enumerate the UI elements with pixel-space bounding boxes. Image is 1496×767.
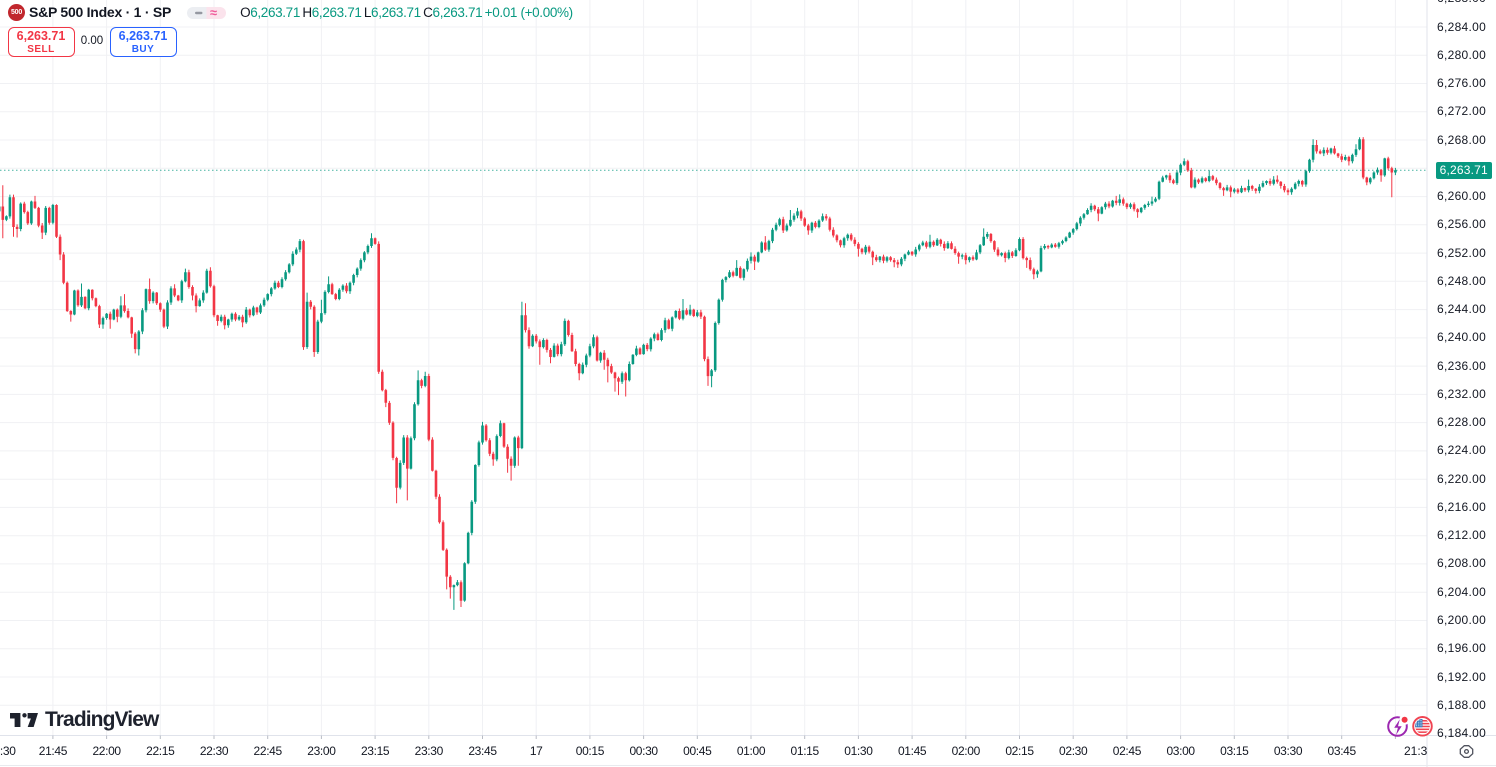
svg-text:≈: ≈ [210,7,217,19]
